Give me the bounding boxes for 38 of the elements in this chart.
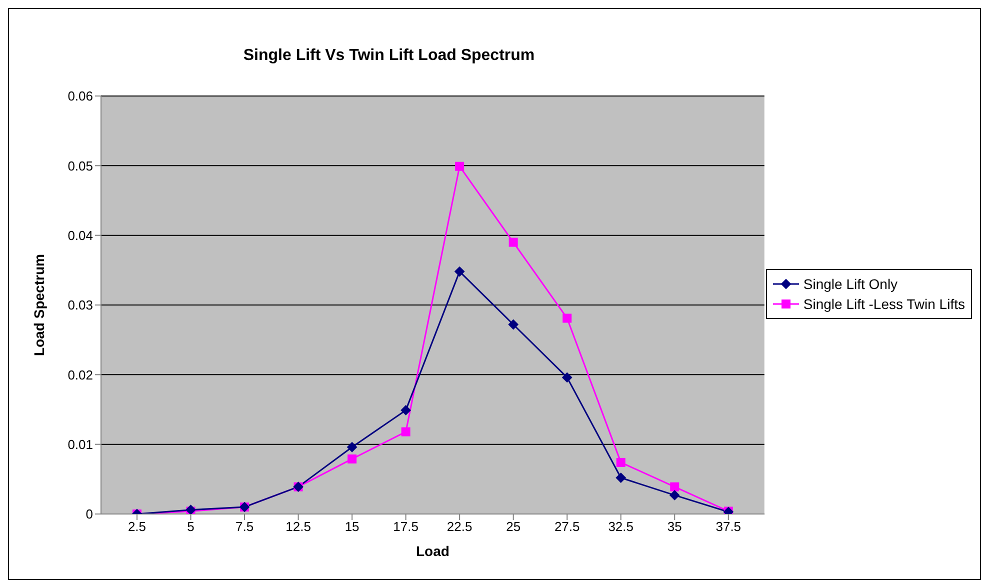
legend-label: Single Lift Only	[803, 275, 898, 294]
x-tick-label: 17.5	[393, 519, 418, 534]
point	[616, 472, 626, 483]
point	[616, 458, 626, 467]
y-tick-label: 0.02	[68, 367, 93, 382]
point	[348, 454, 357, 464]
y-tick-label: 0.06	[68, 88, 93, 104]
chart-title: Single Lift Vs Twin Lift Load Spectrum	[242, 47, 536, 65]
x-tick-label: 27.5	[554, 519, 580, 534]
point	[562, 372, 572, 382]
y-tick-label: 0.01	[68, 436, 93, 452]
point	[508, 320, 518, 330]
x-tick-label: 5	[187, 519, 194, 534]
x-tick-label: 22.5	[446, 519, 472, 534]
y-tick-label: 0.03	[68, 298, 93, 313]
y-tick-label: 0.04	[68, 228, 93, 243]
point	[670, 490, 680, 500]
x-tick-label: 15	[344, 519, 360, 534]
x-tick-label: 12.5	[286, 519, 311, 534]
point	[455, 162, 464, 171]
point	[670, 482, 680, 492]
y-tick-label: 0.05	[68, 158, 93, 174]
x-tick-label: 35	[667, 519, 682, 534]
point	[347, 442, 358, 452]
x-tick-label: 2.5	[128, 519, 146, 534]
x-tick-label: 32.5	[608, 519, 634, 534]
x-tick-label: 7.5	[235, 519, 254, 534]
y-axis-title: Load Spectrum	[30, 254, 47, 356]
x-tick-label: 37.5	[716, 519, 742, 534]
point	[400, 405, 411, 416]
point	[454, 266, 465, 277]
y-tick-label: 0	[86, 506, 93, 522]
legend-label: Single Lift -Less Twin Lifts	[803, 295, 965, 314]
x-axis-title: Load	[416, 543, 450, 559]
x-tick-label: 25	[506, 519, 521, 534]
point	[401, 427, 410, 436]
point	[562, 314, 572, 323]
point	[508, 238, 518, 247]
